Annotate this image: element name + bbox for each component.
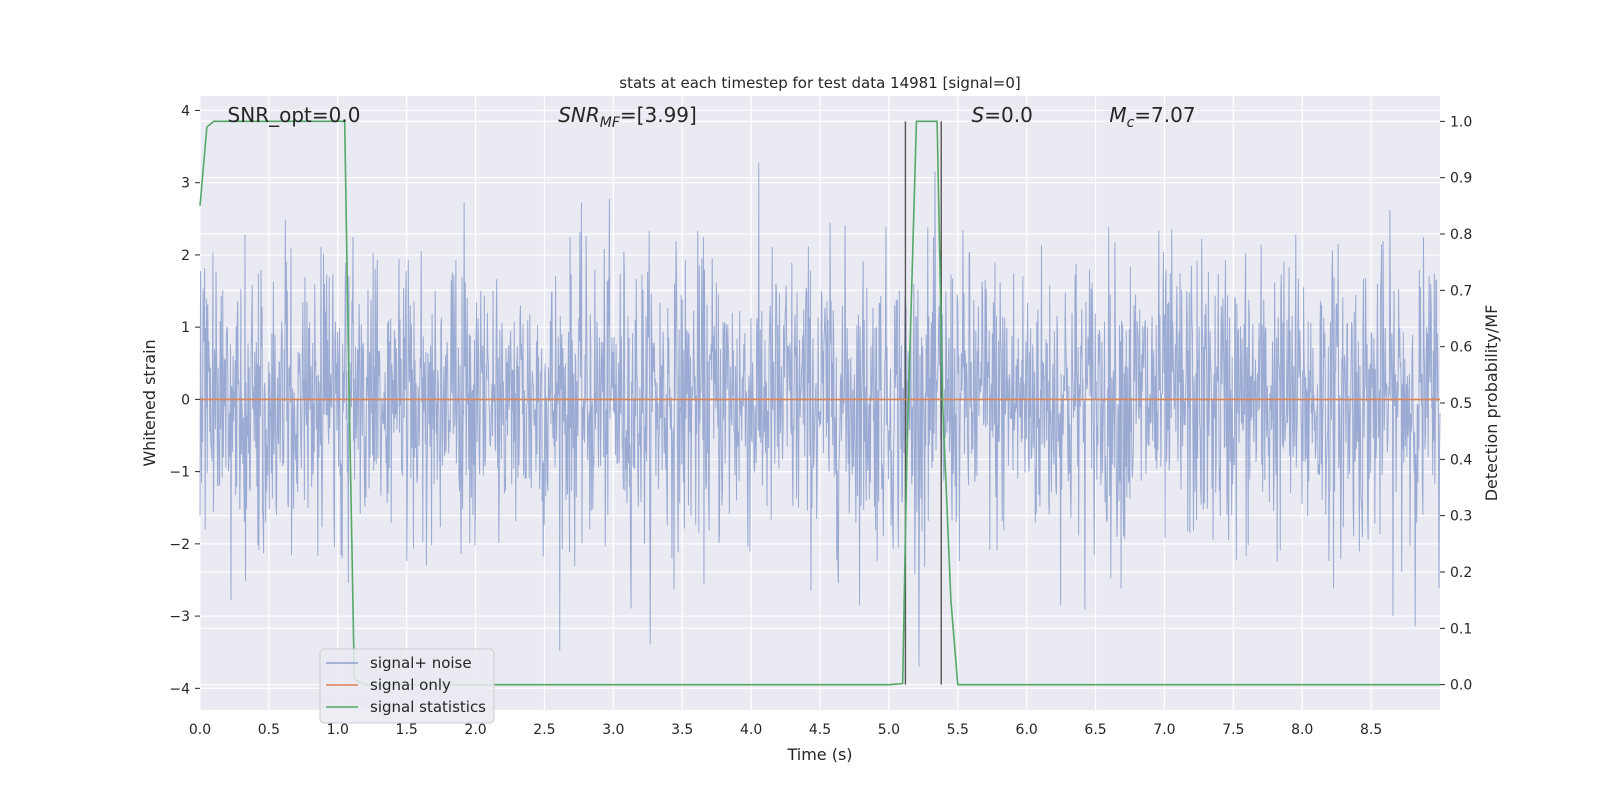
series-signal-noise xyxy=(199,162,1441,667)
annotation-text: S=0.0 xyxy=(972,103,1033,127)
right-y-tick-labels: 1.0 0.9 0.8 0.7 0.6 0.5 0.4 0.3 0.2 0.1 0.0 xyxy=(1440,114,1472,694)
grid-lines xyxy=(199,96,1440,710)
noise-trace xyxy=(199,162,1441,667)
series-lines xyxy=(199,120,1440,686)
x-tick-label: 4.0 xyxy=(740,722,762,738)
right-y-tick-label: 0.8 xyxy=(1450,227,1472,243)
x-tick-label: 8.5 xyxy=(1360,722,1382,738)
right-y-tick-label: 0.4 xyxy=(1450,452,1472,468)
x-tick-label: 5.5 xyxy=(947,722,969,738)
annotation-text: SNR_opt=0.0 xyxy=(228,103,361,127)
x-tick-label: 2.5 xyxy=(533,722,555,738)
right-y-tick-label: 0.3 xyxy=(1450,509,1472,525)
left-y-axis-label: Whitened strain xyxy=(140,339,159,466)
x-tick-label: 6.5 xyxy=(1084,722,1106,738)
right-y-tick-label: 0.5 xyxy=(1450,396,1472,412)
legend: signal+ noise signal only signal statistic… xyxy=(319,648,495,724)
legend-box xyxy=(319,648,495,724)
x-tick-label: 2.0 xyxy=(464,722,486,738)
left-y-tick-label: 0 xyxy=(181,392,190,408)
annotations: SNR_opt=0.0 SNRMF=[3.99] S=0.0 Mc=7.07 xyxy=(228,103,1196,131)
left-y-tick-label: 4 xyxy=(181,103,190,119)
x-tick-label: 3.5 xyxy=(671,722,693,738)
x-tick-label: 7.0 xyxy=(1153,722,1175,738)
x-tick-label: 0.0 xyxy=(189,722,211,738)
x-tick-label: 7.5 xyxy=(1222,722,1244,738)
x-tick-label: 6.0 xyxy=(1016,722,1038,738)
left-y-tick-label: −3 xyxy=(169,609,190,625)
right-y-tick-label: 0.0 xyxy=(1450,678,1472,694)
x-tick-label: 1.5 xyxy=(396,722,418,738)
x-tick-label: 3.0 xyxy=(602,722,624,738)
chart-title: stats at each timestep for test data 149… xyxy=(619,74,1020,92)
left-y-tick-labels: 4 3 2 1 0 −1 −2 −3 −4 xyxy=(169,103,200,697)
legend-label: signal only xyxy=(370,676,451,694)
x-tick-label: 5.0 xyxy=(878,722,900,738)
right-y-tick-label: 1.0 xyxy=(1450,114,1472,130)
left-y-tick-label: 3 xyxy=(181,176,190,192)
x-tick-label: 0.5 xyxy=(258,722,280,738)
series-line xyxy=(199,120,1440,686)
right-y-axis-label: Detection probability/MF xyxy=(1482,305,1501,502)
left-y-tick-label: 1 xyxy=(181,320,190,336)
legend-label: signal statistics xyxy=(370,698,486,716)
vertical-markers xyxy=(904,121,942,685)
legend-label: signal+ noise xyxy=(370,654,472,672)
annotation-text: Mc=7.07 xyxy=(1109,103,1195,131)
x-tick-label: 4.5 xyxy=(809,722,831,738)
x-axis-label: Time (s) xyxy=(786,745,852,764)
left-y-tick-label: −4 xyxy=(169,681,190,697)
left-y-tick-label: 2 xyxy=(181,248,190,264)
annotation-text: SNRMF=[3.99] xyxy=(558,103,697,131)
right-y-tick-label: 0.2 xyxy=(1450,565,1472,581)
x-tick-label: 8.0 xyxy=(1291,722,1313,738)
left-y-tick-label: −1 xyxy=(169,465,190,481)
left-y-tick-label: −2 xyxy=(169,537,190,553)
x-tick-label: 1.0 xyxy=(327,722,349,738)
x-tick-labels: 0.0 0.5 1.0 1.5 2.0 2.5 3.0 3.5 4.0 4.5 5.0 5.5 6.0 6… xyxy=(189,722,1382,738)
right-y-tick-label: 0.7 xyxy=(1450,283,1472,299)
right-y-tick-label: 0.6 xyxy=(1450,340,1472,356)
right-y-tick-label: 0.9 xyxy=(1450,171,1472,187)
right-y-tick-label: 0.1 xyxy=(1450,621,1472,637)
